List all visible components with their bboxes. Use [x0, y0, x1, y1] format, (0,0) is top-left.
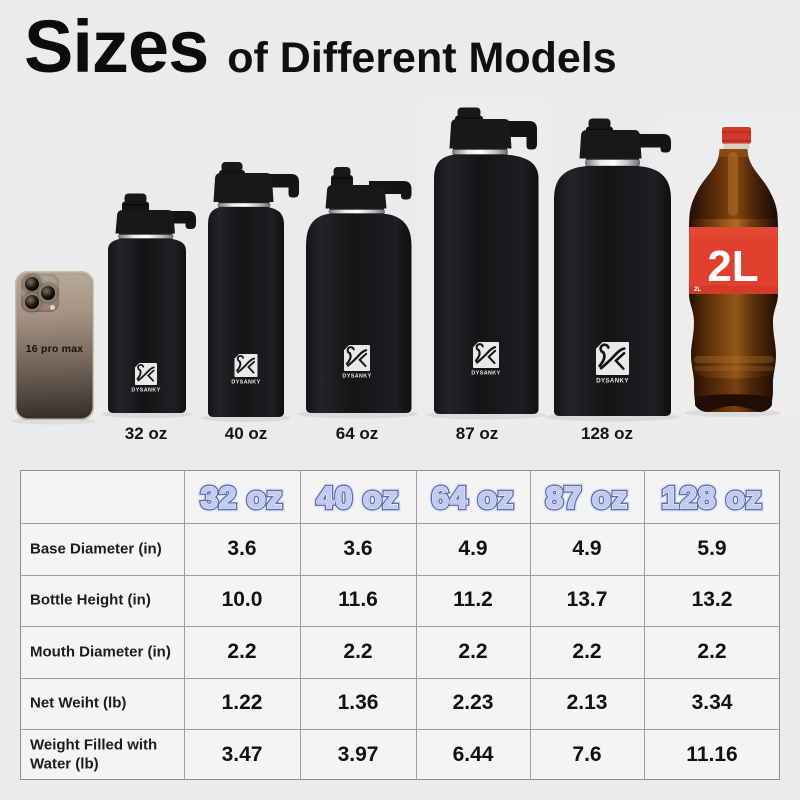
svg-text:DYSANKY: DYSANKY: [131, 388, 160, 394]
svg-text:DYSANKY: DYSANKY: [596, 378, 629, 385]
svg-text:DYSANKY: DYSANKY: [342, 374, 371, 380]
svg-text:DYSANKY: DYSANKY: [231, 380, 260, 386]
svg-text:2L: 2L: [707, 242, 758, 291]
svg-text:DYSANKY: DYSANKY: [471, 371, 500, 377]
svg-text:2L: 2L: [694, 287, 701, 293]
